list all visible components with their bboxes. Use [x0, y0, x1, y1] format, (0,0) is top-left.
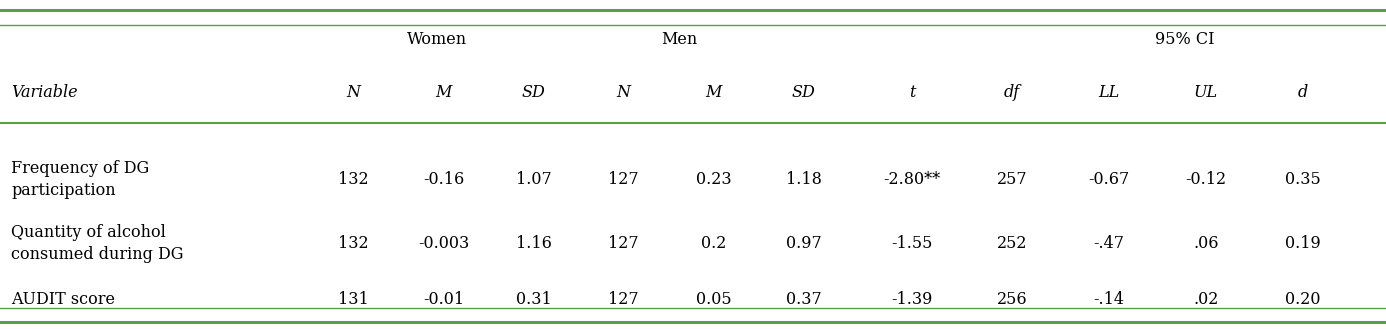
Text: 0.37: 0.37	[786, 291, 822, 308]
Text: M: M	[705, 84, 722, 101]
Text: df: df	[1003, 84, 1020, 101]
Text: 0.19: 0.19	[1285, 235, 1321, 252]
Text: 127: 127	[608, 171, 639, 188]
Text: 95% CI: 95% CI	[1156, 31, 1214, 48]
Text: -0.12: -0.12	[1185, 171, 1227, 188]
Text: 132: 132	[338, 235, 369, 252]
Text: 131: 131	[338, 291, 369, 308]
Text: 0.23: 0.23	[696, 171, 732, 188]
Text: Frequency of DG
participation: Frequency of DG participation	[11, 160, 150, 199]
Text: SD: SD	[521, 84, 546, 101]
Text: -0.16: -0.16	[423, 171, 464, 188]
Text: 1.16: 1.16	[516, 235, 552, 252]
Text: 132: 132	[338, 171, 369, 188]
Text: 0.2: 0.2	[701, 235, 726, 252]
Text: .06: .06	[1193, 235, 1218, 252]
Text: 127: 127	[608, 235, 639, 252]
Text: 1.18: 1.18	[786, 171, 822, 188]
Text: N: N	[617, 84, 631, 101]
Text: -0.003: -0.003	[419, 235, 468, 252]
Text: -0.67: -0.67	[1088, 171, 1130, 188]
Text: M: M	[435, 84, 452, 101]
Text: N: N	[346, 84, 360, 101]
Text: 257: 257	[997, 171, 1027, 188]
Text: 0.20: 0.20	[1285, 291, 1321, 308]
Text: 252: 252	[997, 235, 1027, 252]
Text: -.14: -.14	[1094, 291, 1124, 308]
Text: 0.35: 0.35	[1285, 171, 1321, 188]
Text: 0.31: 0.31	[516, 291, 552, 308]
Text: AUDIT score: AUDIT score	[11, 291, 115, 308]
Text: UL: UL	[1193, 84, 1218, 101]
Text: 0.05: 0.05	[696, 291, 732, 308]
Text: -1.55: -1.55	[891, 235, 933, 252]
Text: t: t	[909, 84, 915, 101]
Text: Variable: Variable	[11, 84, 78, 101]
Text: -1.39: -1.39	[891, 291, 933, 308]
Text: -.47: -.47	[1094, 235, 1124, 252]
Text: .02: .02	[1193, 291, 1218, 308]
Text: -2.80**: -2.80**	[883, 171, 941, 188]
Text: 1.07: 1.07	[516, 171, 552, 188]
Text: d: d	[1297, 84, 1308, 101]
Text: 0.97: 0.97	[786, 235, 822, 252]
Text: SD: SD	[791, 84, 816, 101]
Text: 127: 127	[608, 291, 639, 308]
Text: 256: 256	[997, 291, 1027, 308]
Text: Women: Women	[406, 31, 467, 48]
Text: Men: Men	[661, 31, 697, 48]
Text: -0.01: -0.01	[423, 291, 464, 308]
Text: Quantity of alcohol
consumed during DG: Quantity of alcohol consumed during DG	[11, 224, 183, 263]
Text: LL: LL	[1098, 84, 1120, 101]
